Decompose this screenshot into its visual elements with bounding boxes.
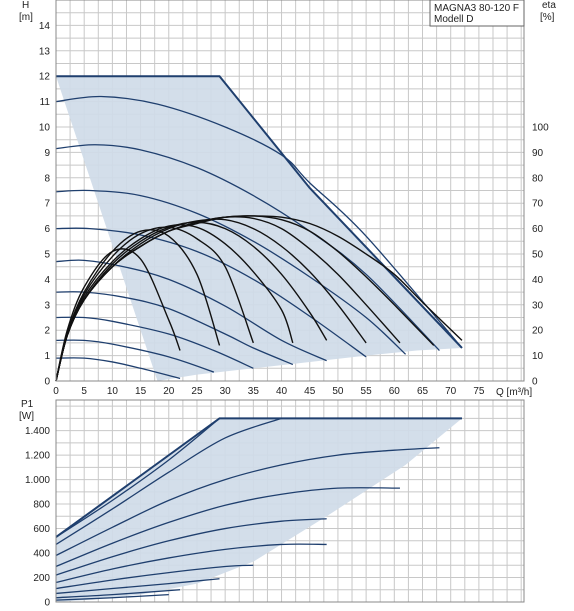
y-tick-label: 3 — [44, 300, 50, 311]
y-tick-label: 0 — [44, 377, 50, 388]
y2-tick-label: 30 — [532, 300, 544, 311]
y2-axis-label: eta — [542, 0, 556, 11]
y-tick-label: 13 — [39, 46, 51, 57]
x-tick-label: 60 — [389, 386, 401, 397]
power-curve — [55, 417, 220, 538]
y-tick-label: 1 — [44, 351, 50, 362]
x-tick-label: 25 — [191, 386, 203, 397]
x-tick-label: 30 — [220, 386, 232, 397]
head-curve — [55, 316, 254, 369]
power-curve — [55, 594, 169, 601]
power-tick-label: 0 — [44, 598, 50, 609]
x-tick-label: 45 — [304, 386, 316, 397]
y-tick-label: 6 — [44, 224, 50, 235]
y2-tick-label: 70 — [532, 199, 544, 210]
x-axis-label: Q [m³/h] — [496, 387, 532, 398]
head-curve — [55, 95, 463, 349]
power-curve — [55, 487, 400, 568]
power-curves — [55, 417, 440, 601]
head-curve — [55, 227, 367, 358]
head-curve — [55, 189, 407, 355]
y2-tick-label: 10 — [532, 351, 544, 362]
y-tick-label: 5 — [44, 250, 50, 261]
x-tick-label: 0 — [53, 386, 59, 397]
power-curve — [55, 518, 327, 576]
x-tick-label: 5 — [81, 386, 87, 397]
y-axis-unit: [m] — [19, 12, 33, 23]
efficiency-curve — [55, 226, 255, 382]
power-tick-label: 1.400 — [25, 426, 50, 437]
y2-tick-label: 80 — [532, 173, 544, 184]
power-tick-label: 800 — [33, 500, 50, 511]
y2-tick-label: 20 — [532, 326, 544, 337]
power-tick-label: 200 — [33, 573, 50, 584]
x-tick-label: 20 — [163, 386, 175, 397]
legend-model-name: MAGNA3 80-120 F — [434, 3, 519, 14]
power-tick-label: 600 — [33, 524, 50, 535]
power-axis-unit: [W] — [19, 411, 34, 422]
y2-tick-label: 50 — [532, 250, 544, 261]
y-tick-label: 8 — [44, 173, 50, 184]
head-curve — [55, 259, 327, 362]
x-tick-label: 35 — [248, 386, 260, 397]
efficiency-curve — [55, 229, 221, 382]
y-tick-label: 9 — [44, 148, 50, 159]
power-tick-label: 1.200 — [25, 451, 50, 462]
power-curve — [55, 578, 220, 595]
head-curve — [55, 339, 215, 373]
head-plot-border — [55, 0, 525, 382]
power-axis-label: P1 — [21, 399, 34, 410]
power-tick-label: 1.000 — [25, 475, 50, 486]
y2-tick-label: 100 — [532, 123, 549, 134]
power-curve — [55, 447, 440, 557]
efficiency-curve — [55, 248, 181, 382]
x-tick-label: 55 — [361, 386, 373, 397]
x-tick-label: 75 — [473, 386, 485, 397]
power-curve — [55, 589, 181, 599]
y2-tick-label: 40 — [532, 275, 544, 286]
head-curve — [55, 357, 181, 380]
efficiency-curves — [55, 215, 463, 382]
x-tick-label: 40 — [276, 386, 288, 397]
head-curve — [55, 144, 440, 351]
efficiency-curve — [55, 221, 328, 382]
power-curve — [55, 543, 327, 584]
y-tick-label: 12 — [39, 72, 51, 83]
y-tick-label: 10 — [39, 123, 51, 134]
y2-tick-label: 0 — [532, 377, 538, 388]
power-plot-border — [55, 399, 525, 603]
legend-box — [429, 0, 525, 27]
y-tick-label: 4 — [44, 275, 50, 286]
y-axis-label: H — [22, 0, 29, 11]
legend-model-variant: Modell D — [434, 14, 473, 25]
y2-axis-unit: [%] — [540, 12, 555, 23]
x-tick-label: 15 — [135, 386, 147, 397]
power-tick-label: 400 — [33, 549, 50, 560]
head-curves — [55, 95, 463, 380]
x-tick-label: 70 — [445, 386, 457, 397]
y-tick-label: 14 — [39, 21, 51, 32]
power-curve — [55, 564, 254, 590]
power-curve — [55, 417, 282, 546]
x-tick-label: 65 — [417, 386, 429, 397]
x-tick-label: 10 — [107, 386, 119, 397]
y2-tick-label: 90 — [532, 148, 544, 159]
y-tick-label: 11 — [40, 97, 51, 108]
y2-tick-label: 60 — [532, 224, 544, 235]
x-tick-label: 50 — [332, 386, 344, 397]
y-tick-label: 2 — [44, 326, 50, 337]
y-tick-label: 7 — [44, 199, 50, 210]
